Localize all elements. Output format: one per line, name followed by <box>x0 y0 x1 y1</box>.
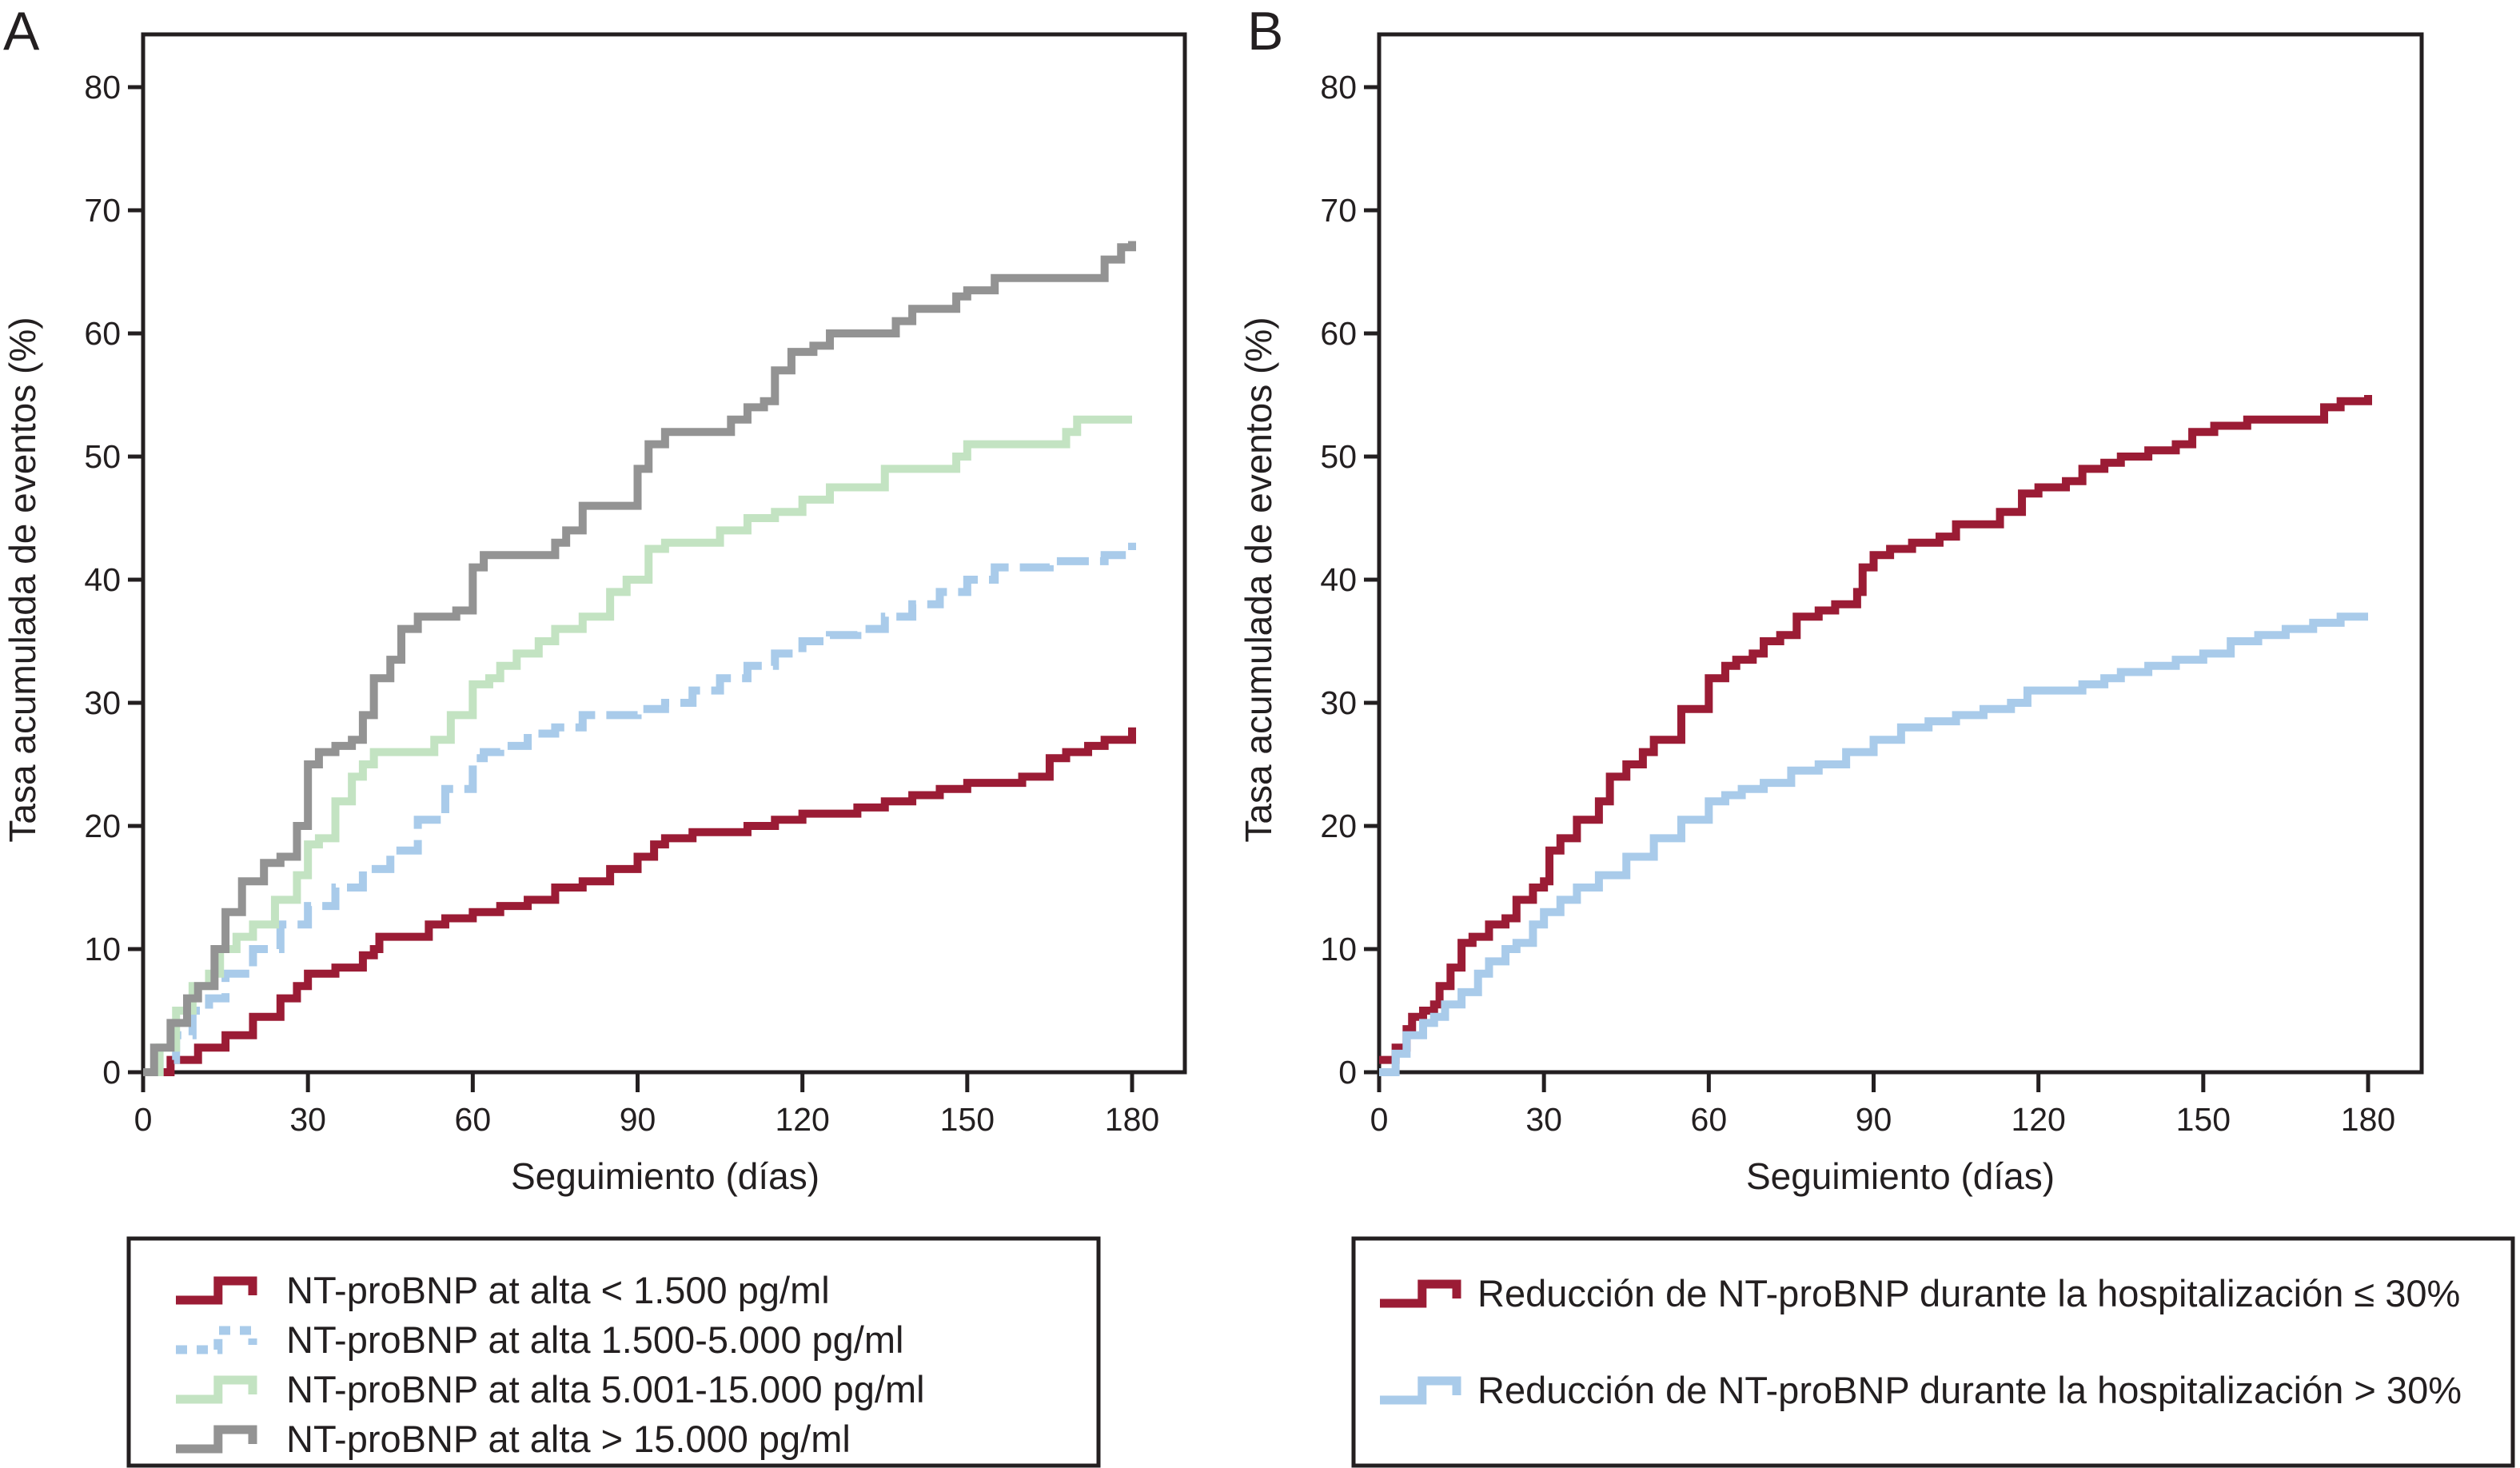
x-tick-label: 0 <box>1370 1101 1389 1138</box>
x-tick-label: 90 <box>620 1101 656 1138</box>
y-tick-label: 30 <box>1320 684 1357 721</box>
legend-symbol-0 <box>1380 1279 1461 1308</box>
panel-b: B 0 10 20 30 40 50 60 70 80 0 30 60 90 120 150 180 Seg… <box>1238 1 2515 1468</box>
series-line-1 <box>143 542 1136 1076</box>
legend-a: NT-proBNP at alta < 1.500 pg/ml NT-proBNP… <box>176 1269 925 1460</box>
x-tick-label: 150 <box>940 1101 995 1138</box>
y-tick-label: 40 <box>84 561 121 598</box>
legend-symbol-2 <box>176 1375 257 1404</box>
series-line-0 <box>143 727 1136 1076</box>
y-tick-label: 10 <box>84 931 121 967</box>
series-line-1 <box>1379 612 2368 1076</box>
x-tick-label: 30 <box>289 1101 326 1138</box>
y-tick-label: 20 <box>1320 808 1357 844</box>
y-tick-label: 60 <box>84 315 121 352</box>
x-tick-label: 180 <box>2341 1101 2395 1138</box>
x-tick-label: 0 <box>134 1101 153 1138</box>
plot-frame-a <box>141 32 1187 1075</box>
x-tick-label: 90 <box>1856 1101 1892 1138</box>
legend-label-3: NT-proBNP at alta > 15.000 pg/ml <box>286 1418 851 1460</box>
legend-label-0: NT-proBNP at alta < 1.500 pg/ml <box>286 1269 830 1311</box>
x-tick-label: 150 <box>2176 1101 2231 1138</box>
x-tick-label: 120 <box>2011 1101 2065 1138</box>
x-axis-title-b: Seguimiento (días) <box>1746 1155 2055 1197</box>
x-tick-label: 60 <box>1691 1101 1728 1138</box>
y-axis-title-b: Tasa acumulada de eventos (%) <box>1238 317 1279 842</box>
legend-symbol-3 <box>176 1425 257 1454</box>
x-tick-label: 120 <box>775 1101 829 1138</box>
legend-label-2: NT-proBNP at alta 5.001-15.000 pg/ml <box>286 1368 925 1410</box>
x-tick-label: 60 <box>455 1101 492 1138</box>
x-tick-label: 180 <box>1105 1101 1159 1138</box>
series-line-0 <box>1379 395 2372 1064</box>
legend-symbol-0 <box>176 1276 257 1305</box>
curves-b <box>1379 395 2372 1076</box>
y-tick-label: 0 <box>102 1054 121 1091</box>
y-tick-label: 60 <box>1320 315 1357 352</box>
y-axis-b: 0 10 20 30 40 50 60 70 80 <box>1320 69 1379 1091</box>
y-tick-label: 40 <box>1320 561 1357 598</box>
legend-label-1: NT-proBNP at alta 1.500-5.000 pg/ml <box>286 1318 903 1361</box>
panel-a: A 0 10 20 30 40 50 60 70 80 0 30 60 90 120 150 180 Seg… <box>2 1 1187 1468</box>
curves-a <box>143 241 1136 1076</box>
y-tick-label: 50 <box>84 438 121 475</box>
panel-label-b: B <box>1247 1 1283 62</box>
y-tick-label: 0 <box>1338 1054 1357 1091</box>
legend-symbol-1 <box>176 1326 257 1354</box>
y-tick-label: 20 <box>84 808 121 844</box>
plot-frame-b <box>1377 32 2424 1075</box>
y-tick-label: 70 <box>1320 192 1357 229</box>
legend-label-0: Reducción de NT-proBNP durante la hospit… <box>1477 1272 2460 1314</box>
x-tick-label: 30 <box>1525 1101 1562 1138</box>
legend-label-1: Reducción de NT-proBNP durante la hospit… <box>1477 1369 2462 1411</box>
y-tick-label: 30 <box>84 684 121 721</box>
y-tick-label: 80 <box>84 69 121 106</box>
x-axis-b: 0 30 60 90 120 150 180 <box>1370 1072 2395 1138</box>
legend-symbol-1 <box>1380 1376 1461 1405</box>
y-axis-title-a: Tasa acumulada de eventos (%) <box>2 317 43 842</box>
y-tick-label: 10 <box>1320 931 1357 967</box>
y-tick-label: 70 <box>84 192 121 229</box>
x-axis-a: 0 30 60 90 120 150 180 <box>134 1072 1159 1138</box>
legend-b: Reducción de NT-proBNP durante la hospit… <box>1380 1272 2462 1411</box>
legend-box-a <box>126 1236 1101 1468</box>
series-line-2 <box>143 415 1132 1076</box>
panel-label-a: A <box>3 1 40 62</box>
series-line-3 <box>143 241 1136 1076</box>
legend-box-b <box>1351 1236 2515 1468</box>
y-tick-label: 50 <box>1320 438 1357 475</box>
y-tick-label: 80 <box>1320 69 1357 106</box>
y-axis-a: 0 10 20 30 40 50 60 70 80 <box>84 69 143 1091</box>
x-axis-title-a: Seguimiento (días) <box>511 1155 819 1197</box>
